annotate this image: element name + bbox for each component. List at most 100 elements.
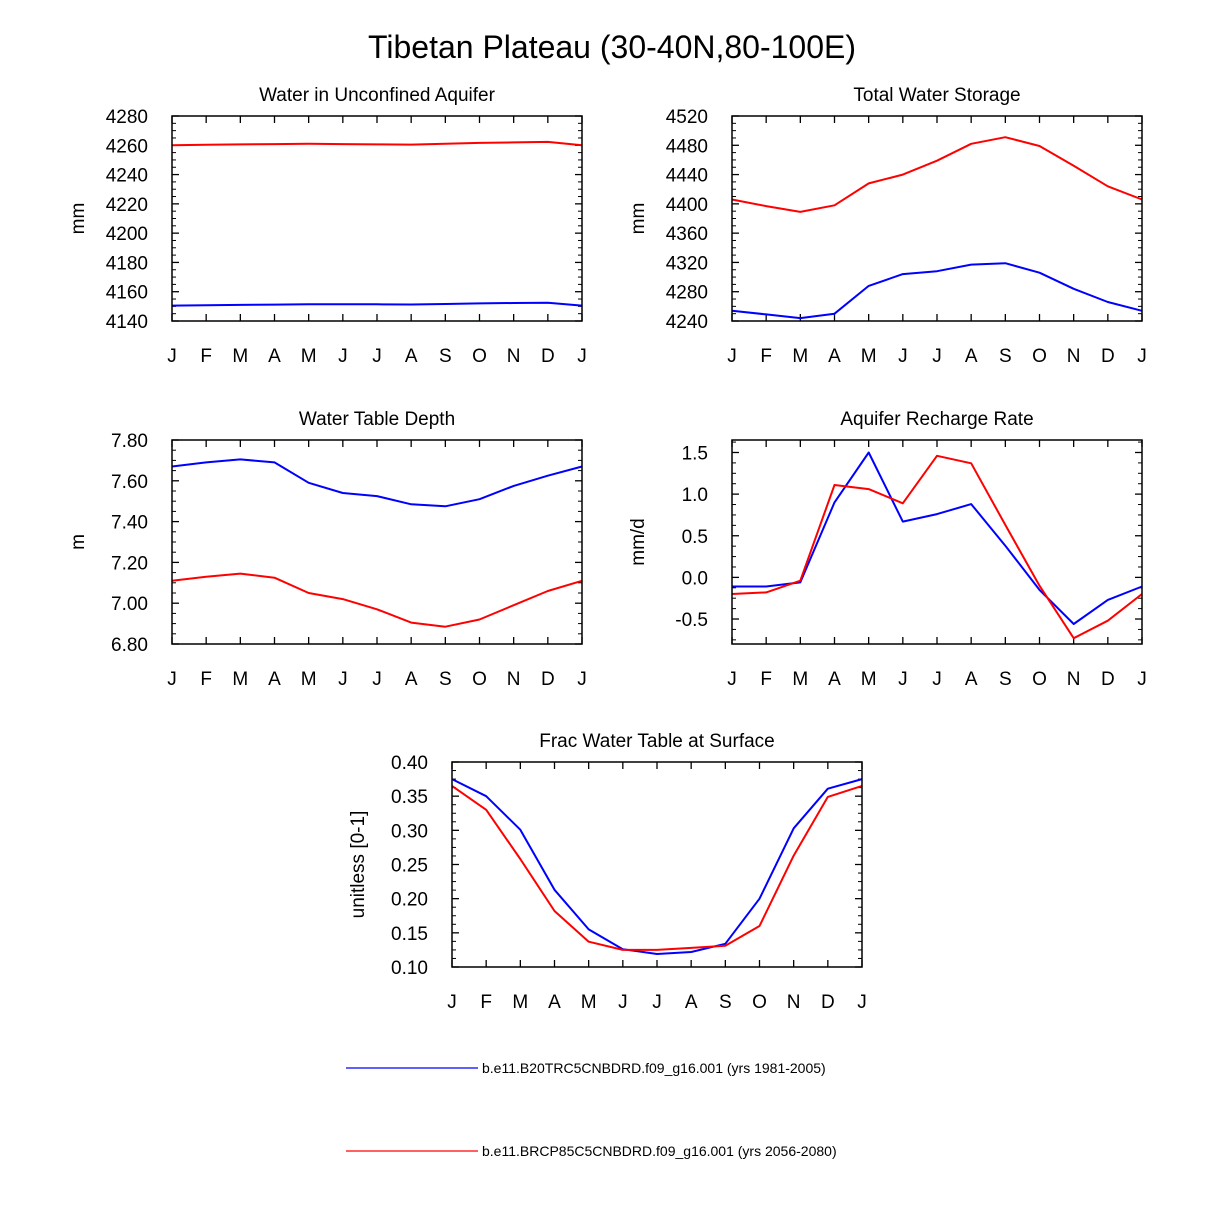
x-tick-label: A xyxy=(268,669,281,690)
y-tick-label: 4240 xyxy=(666,312,708,333)
series-line-1 xyxy=(731,262,1143,320)
y-axis-label: mm xyxy=(68,203,89,235)
x-tick-label: F xyxy=(760,346,772,367)
y-tick-label: 6.80 xyxy=(111,635,148,656)
y-tick-label: 7.00 xyxy=(111,594,148,615)
figure-title: Tibetan Plateau (30-40N,80-100E) xyxy=(368,29,856,65)
x-tick-label: J xyxy=(727,669,737,690)
x-tick-label: O xyxy=(472,346,487,367)
series-line-1 xyxy=(171,301,583,307)
y-axis-label: mm xyxy=(628,203,649,235)
series-line-1 xyxy=(732,451,1143,625)
chart-panel: Water in Unconfined Aquifer mm 4140 4160 418… xyxy=(68,85,587,367)
x-tick-label: O xyxy=(1032,346,1047,367)
x-tick-label: M xyxy=(861,346,877,367)
chart-title: Total Water Storage xyxy=(853,85,1020,106)
x-tick-label: J xyxy=(618,992,628,1013)
x-tick-label: D xyxy=(821,992,835,1013)
y-tick-label: 0.5 xyxy=(682,527,708,548)
y-tick-label: 4240 xyxy=(106,166,148,187)
plot-frame xyxy=(171,439,583,645)
chart-title: Water Table Depth xyxy=(299,409,455,430)
x-tick-label: A xyxy=(685,992,698,1013)
x-tick-label: N xyxy=(507,669,521,690)
y-tick-label: 4480 xyxy=(666,136,708,157)
series-line-2 xyxy=(171,572,583,628)
x-tick-label: A xyxy=(828,346,841,367)
y-tick-label: 4320 xyxy=(666,253,708,274)
y-tick-label: 4400 xyxy=(666,195,708,216)
y-tick-label: 0.40 xyxy=(391,753,428,774)
series-line-2 xyxy=(451,784,863,951)
x-tick-label: A xyxy=(828,669,841,690)
x-tick-label: S xyxy=(439,346,452,367)
x-tick-label: S xyxy=(999,346,1012,367)
x-tick-label: F xyxy=(200,346,212,367)
y-tick-label: 4280 xyxy=(666,283,708,304)
x-tick-label: A xyxy=(548,992,561,1013)
y-tick-label: 4360 xyxy=(666,224,708,245)
x-tick-label: J xyxy=(932,346,942,367)
x-tick-label: J xyxy=(1137,669,1147,690)
y-tick-label: 4280 xyxy=(106,107,148,128)
y-tick-label: 1.5 xyxy=(682,443,708,464)
x-tick-label: F xyxy=(200,669,212,690)
x-tick-label: J xyxy=(372,346,382,367)
x-tick-label: M xyxy=(792,346,808,367)
x-tick-label: J xyxy=(338,669,348,690)
y-tick-label: 7.60 xyxy=(111,472,148,493)
x-tick-label: N xyxy=(507,346,521,367)
x-tick-label: A xyxy=(405,669,418,690)
y-tick-label: 7.20 xyxy=(111,553,148,574)
legend-label-1: b.e11.B20TRC5CNBDRD.f09_g16.001 (yrs 198… xyxy=(482,1060,826,1076)
x-tick-label: J xyxy=(167,669,177,690)
y-tick-label: 7.40 xyxy=(111,513,148,534)
plot-frame xyxy=(171,115,583,322)
plot-frame xyxy=(731,115,1143,322)
legend: b.e11.B20TRC5CNBDRD.f09_g16.001 (yrs 198… xyxy=(346,1060,837,1159)
y-tick-label: 0.35 xyxy=(391,787,428,808)
y-tick-label: 0.30 xyxy=(391,821,428,842)
legend-label-2: b.e11.BRCP85C5CNBDRD.f09_g16.001 (yrs 20… xyxy=(482,1143,837,1159)
x-tick-label: J xyxy=(727,346,737,367)
y-tick-label: 7.80 xyxy=(111,431,148,452)
x-tick-label: J xyxy=(857,992,867,1013)
plot-frame xyxy=(451,761,863,968)
x-tick-label: J xyxy=(167,346,177,367)
x-tick-label: M xyxy=(232,346,248,367)
x-tick-label: S xyxy=(439,669,452,690)
x-tick-label: O xyxy=(1032,669,1047,690)
x-tick-label: J xyxy=(577,346,587,367)
x-tick-label: D xyxy=(1101,669,1115,690)
x-tick-label: J xyxy=(338,346,348,367)
y-tick-label: 4260 xyxy=(106,136,148,157)
y-tick-label: 0.15 xyxy=(391,924,428,945)
plot-frame xyxy=(731,439,1143,645)
x-tick-label: M xyxy=(512,992,528,1013)
series-line-2 xyxy=(171,140,583,147)
x-tick-label: D xyxy=(541,346,555,367)
x-tick-label: N xyxy=(1067,346,1081,367)
chart-panel: Water Table Depth m 6.80 7.00 7.20 7.40 7.60 7.… xyxy=(68,409,587,690)
x-tick-label: A xyxy=(965,669,978,690)
series-line-1 xyxy=(171,458,583,508)
x-tick-label: J xyxy=(577,669,587,690)
x-tick-label: M xyxy=(861,669,877,690)
y-tick-label: 0.0 xyxy=(682,568,708,589)
y-tick-label: 4200 xyxy=(106,224,148,245)
x-tick-label: F xyxy=(480,992,492,1013)
y-tick-label: 0.10 xyxy=(391,958,428,979)
y-tick-label: 4520 xyxy=(666,107,708,128)
y-tick-label: 4180 xyxy=(106,253,148,274)
y-axis-label: mm/d xyxy=(628,518,649,566)
x-tick-label: J xyxy=(1137,346,1147,367)
x-tick-label: J xyxy=(898,669,908,690)
y-tick-label: 0.20 xyxy=(391,890,428,911)
x-tick-label: A xyxy=(965,346,978,367)
x-tick-label: M xyxy=(301,346,317,367)
series-line-2 xyxy=(731,136,1143,213)
y-axis-label: m xyxy=(68,534,89,550)
x-tick-label: F xyxy=(760,669,772,690)
x-tick-label: N xyxy=(787,992,801,1013)
